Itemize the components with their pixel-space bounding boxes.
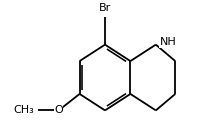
Text: O: O xyxy=(54,105,63,115)
Text: CH₃: CH₃ xyxy=(13,105,34,115)
Text: NH: NH xyxy=(160,37,176,47)
Text: Br: Br xyxy=(99,3,111,13)
